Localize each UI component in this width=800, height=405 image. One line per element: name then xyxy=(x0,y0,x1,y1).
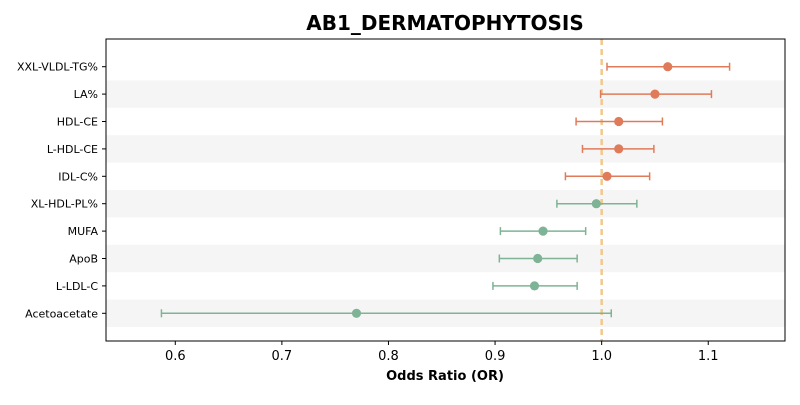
row-bands xyxy=(106,80,785,327)
or-point xyxy=(529,281,540,291)
x-tick-label: 1.0 xyxy=(591,349,612,364)
plot-frame xyxy=(105,38,786,342)
or-point xyxy=(533,253,543,264)
or-point xyxy=(614,144,624,154)
x-tick-label: 1.1 xyxy=(698,349,719,364)
y-tick-label: L-HDL-CE xyxy=(47,143,98,156)
y-tick-label: L-LDL-C xyxy=(56,280,98,293)
x-tick-label: 0.8 xyxy=(378,349,399,364)
x-tick-label: 0.9 xyxy=(485,349,506,364)
points xyxy=(351,62,673,318)
y-tick-label: MUFA xyxy=(68,225,99,238)
y-tick-label: LA% xyxy=(74,88,98,101)
or-point xyxy=(602,171,612,181)
y-tick-label: XL-HDL-PL% xyxy=(31,198,98,211)
x-axis-label: Odds Ratio (OR) xyxy=(386,369,504,384)
y-tick-label: IDL-C% xyxy=(58,170,98,183)
y-tick-label: XXL-VLDL-TG% xyxy=(17,61,98,74)
row-band xyxy=(106,190,785,218)
or-point xyxy=(351,308,362,318)
x-tick-label: 0.7 xyxy=(272,349,293,364)
or-point xyxy=(538,226,548,236)
row-band xyxy=(106,135,785,163)
row-band xyxy=(106,244,785,273)
or-point xyxy=(663,62,673,72)
y-tick-label: HDL-CE xyxy=(57,116,98,129)
y-tick-label: ApoB xyxy=(69,253,98,266)
chart-title: AB1_DERMATOPHYTOSIS xyxy=(306,11,584,35)
y-tick-label: Acetoacetate xyxy=(25,307,98,320)
x-axis-ticks: 0.6 0.7 0.8 0.9 1.0 1.1 xyxy=(165,341,719,364)
or-point xyxy=(650,89,660,99)
x-tick-label: 0.6 xyxy=(165,349,186,364)
or-point xyxy=(614,116,624,127)
y-tick-labels: XXL-VLDL-TG% LA% HDL-CE L-HDL-CE IDL-C% XL-HD… xyxy=(17,61,106,320)
or-point xyxy=(591,199,601,209)
